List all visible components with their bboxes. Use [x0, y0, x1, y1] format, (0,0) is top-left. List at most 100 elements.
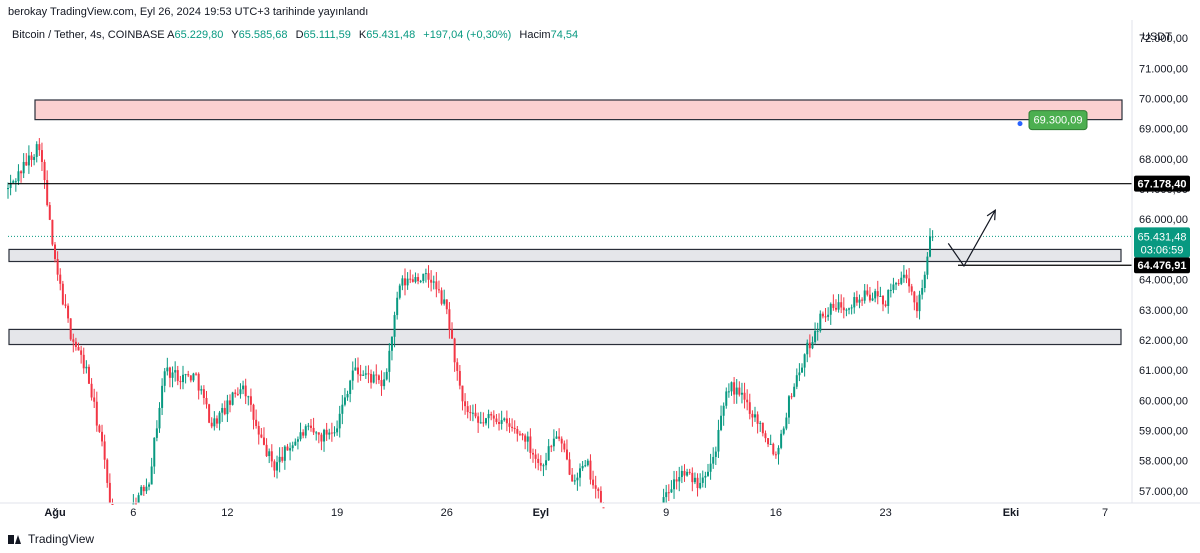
candle-body	[59, 274, 62, 284]
candle-body	[693, 477, 696, 483]
price-tick-label: 68.000,00	[1139, 154, 1188, 166]
candle-body	[539, 462, 542, 466]
candle-body	[296, 439, 299, 442]
candle-body	[168, 367, 171, 378]
candle-body	[176, 370, 179, 381]
candle-body	[354, 367, 357, 371]
candle-body	[735, 387, 738, 395]
candle-body	[95, 401, 98, 426]
candle-body	[148, 484, 151, 487]
candle-body	[806, 342, 809, 355]
candle-body	[270, 451, 273, 462]
candle-body	[299, 432, 302, 440]
candle-body	[414, 277, 417, 282]
candle-body	[187, 374, 190, 376]
candle-body	[730, 382, 733, 392]
candle-body	[372, 374, 375, 383]
candle-body	[40, 150, 43, 162]
candle-body	[495, 418, 498, 423]
price-tick-label: 62.000,00	[1139, 335, 1188, 347]
candle-body	[521, 433, 524, 436]
candle-body	[336, 428, 339, 433]
current-price-tag	[1134, 227, 1190, 258]
candle-body	[500, 420, 503, 424]
candle-body	[816, 330, 819, 332]
candle-body	[513, 427, 516, 430]
candle-body	[803, 354, 806, 368]
candle-body	[359, 374, 362, 376]
candle-body	[90, 383, 93, 398]
candle-body	[262, 437, 265, 445]
candle-body	[801, 367, 804, 373]
time-tick-label: 16	[770, 507, 782, 519]
candle-body	[101, 431, 104, 442]
candle-body	[278, 456, 281, 463]
candle-body	[158, 407, 161, 429]
candle-body	[276, 462, 279, 471]
candle-body	[435, 281, 438, 290]
candle-body	[579, 468, 582, 478]
candle-body	[714, 451, 717, 457]
candle-body	[155, 428, 158, 438]
candle-body	[30, 155, 33, 160]
candle-body	[461, 385, 464, 402]
candle-body	[14, 181, 17, 183]
candle-body	[727, 391, 730, 393]
candle-body	[424, 273, 427, 275]
candle-body	[205, 397, 208, 405]
tradingview-logo-icon	[8, 534, 22, 544]
time-tick-label: Ağu	[44, 507, 65, 519]
candle-body	[790, 396, 793, 398]
candle-body	[406, 278, 409, 286]
time-axis: Ağu 6 12 19 26 Eyl 9 16 23 Eki 7	[0, 502, 1200, 519]
candle-body	[918, 294, 921, 312]
candle-body	[845, 309, 848, 311]
candle-body	[743, 392, 746, 400]
candle-body	[171, 372, 174, 378]
support-resistance-zone	[34, 99, 1123, 121]
candle-body	[793, 386, 796, 397]
candle-body	[722, 405, 725, 416]
zones-layer	[8, 99, 1123, 346]
time-tick-label: 9	[663, 507, 669, 519]
candle-body	[430, 279, 433, 283]
candle-body	[782, 428, 785, 434]
candle-body	[20, 171, 23, 174]
volume-label: Hacim	[519, 29, 551, 41]
candle-body	[362, 374, 365, 376]
candle-body	[432, 281, 435, 283]
candle-body	[255, 419, 258, 426]
candle-body	[511, 426, 514, 428]
time-tick-label: Eyl	[533, 507, 550, 519]
price-note-label: 69.300,09	[1034, 115, 1083, 127]
candle-body	[526, 436, 529, 442]
candle-body	[12, 181, 15, 183]
candle-body	[443, 299, 446, 304]
candle-body	[874, 291, 877, 299]
candle-body	[858, 299, 861, 303]
candle-body	[503, 418, 506, 421]
candle-body	[226, 400, 229, 415]
candle-body	[179, 380, 182, 383]
candle-body	[43, 161, 46, 181]
candle-body	[597, 488, 600, 491]
candle-body	[417, 277, 420, 282]
level-price-tag	[1134, 257, 1190, 274]
candle-body	[902, 274, 905, 278]
candle-body	[900, 277, 903, 284]
candle-body	[22, 161, 25, 174]
candle-body	[573, 480, 576, 482]
candle-body	[709, 463, 712, 472]
time-tick-label: 19	[331, 507, 343, 519]
candle-body	[769, 443, 772, 445]
candle-body	[602, 507, 605, 509]
candle-body	[377, 375, 380, 381]
candle-body	[291, 445, 294, 449]
candle-body	[863, 290, 866, 301]
candle-body	[404, 278, 407, 286]
candle-body	[662, 497, 665, 503]
candle-body	[842, 307, 845, 311]
price-chart[interactable]: USDT 57.000,00 58.000,00 59.000,00 60.000,00…	[0, 20, 1200, 526]
candle-body	[861, 299, 864, 301]
candle-body	[895, 283, 898, 285]
